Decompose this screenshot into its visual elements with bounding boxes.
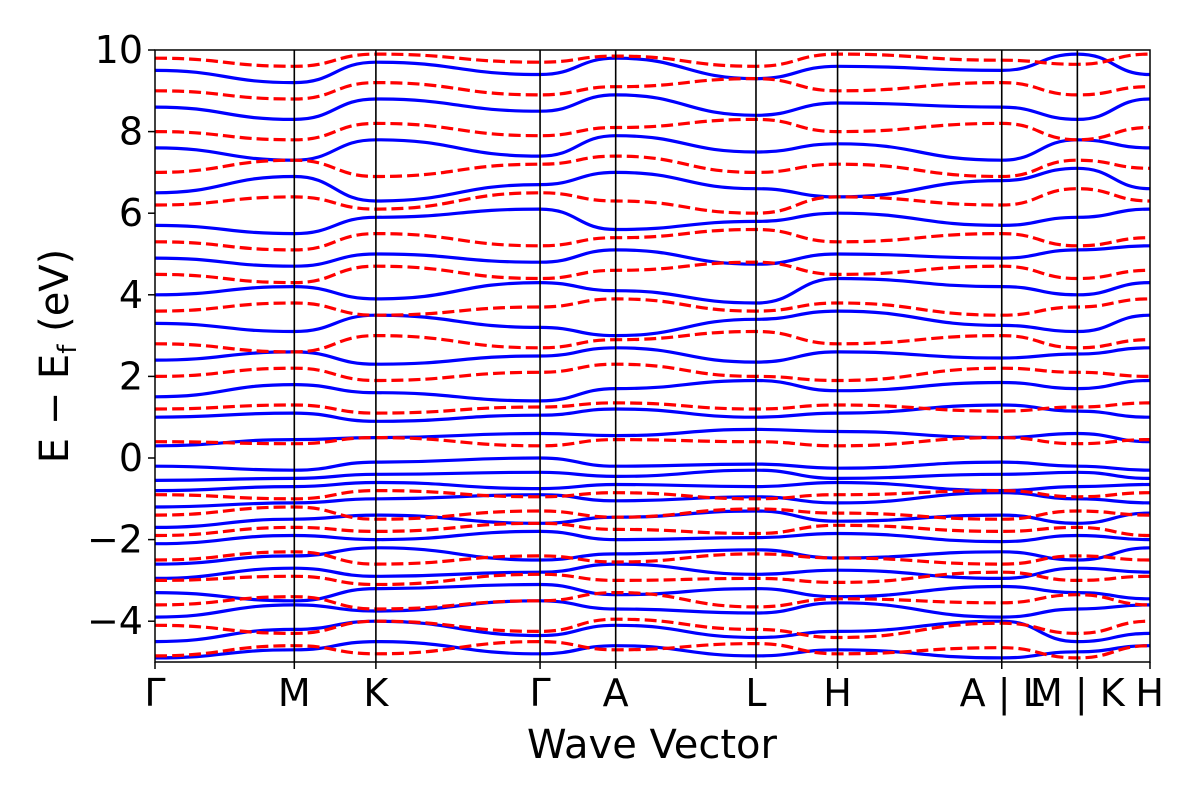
dashed-band-6 bbox=[155, 505, 1150, 521]
solid-band-18 bbox=[155, 244, 1150, 268]
solid-band-17 bbox=[155, 276, 1150, 305]
y-axis-title: E − Ef (eV) bbox=[32, 249, 83, 464]
x-tick-label: L bbox=[745, 671, 766, 715]
x-tick-label: Γ bbox=[529, 671, 550, 715]
x-tick-label: Γ bbox=[144, 671, 165, 715]
y-tick-label: 8 bbox=[119, 110, 143, 154]
solid-band-16 bbox=[155, 309, 1150, 338]
y-axis-title-main: E − E bbox=[32, 354, 78, 464]
y-axis-ticks: 10 8 6 4 2 0 −2 −4 bbox=[87, 28, 155, 643]
x-tick-label: M | K bbox=[1030, 671, 1126, 716]
solid-band-8 bbox=[155, 491, 1150, 509]
y-tick-label: 0 bbox=[119, 436, 143, 480]
dashed-band-4 bbox=[155, 550, 1150, 566]
plot-frame bbox=[154, 49, 1151, 663]
solid-band-2 bbox=[155, 599, 1150, 619]
solid-band-3 bbox=[155, 582, 1150, 603]
solid-band-15 bbox=[155, 346, 1150, 366]
dashed-band-11 bbox=[155, 329, 1150, 354]
solid-band-21 bbox=[155, 134, 1150, 162]
dashed-band-7 bbox=[155, 488, 1150, 501]
solid-band-14 bbox=[155, 378, 1150, 403]
kpoint-lines bbox=[293, 50, 1079, 662]
solid-band-19 bbox=[155, 207, 1150, 236]
y-tick-label: 2 bbox=[119, 354, 143, 398]
dashed-band-14 bbox=[155, 227, 1150, 252]
x-tick-label: H bbox=[1135, 671, 1164, 715]
solid-band-7 bbox=[155, 509, 1150, 529]
dashed-band-5 bbox=[155, 521, 1150, 538]
solid-band-11 bbox=[155, 456, 1150, 472]
y-tick-label: 10 bbox=[95, 28, 143, 72]
dashed-band-0 bbox=[155, 639, 1150, 660]
dashed-band-13 bbox=[155, 260, 1150, 285]
dashed-band-10 bbox=[155, 362, 1150, 383]
solid-band-10 bbox=[155, 468, 1150, 482]
dashed-band-3 bbox=[155, 570, 1150, 587]
solid-band-5 bbox=[155, 546, 1150, 566]
dashed-band-16 bbox=[155, 154, 1150, 179]
solid-band-23 bbox=[155, 52, 1150, 85]
dashed-band-2 bbox=[155, 590, 1150, 611]
y-tick-label: 6 bbox=[119, 191, 143, 235]
solid-band-22 bbox=[155, 93, 1150, 122]
x-tick-label: A | L bbox=[960, 671, 1044, 716]
dashed-band-17 bbox=[155, 117, 1150, 142]
solid-band-12 bbox=[155, 427, 1150, 448]
dashed-band-8 bbox=[155, 435, 1150, 448]
solid-band-9 bbox=[155, 480, 1150, 493]
x-tick-label: K bbox=[363, 671, 389, 715]
x-tick-label: A bbox=[603, 671, 629, 715]
solid-band-20 bbox=[155, 166, 1150, 203]
y-tick-label: −4 bbox=[87, 599, 143, 643]
y-tick-label: −2 bbox=[87, 518, 143, 562]
solid-band-6 bbox=[155, 529, 1150, 546]
y-axis-title-unit: (eV) bbox=[32, 249, 78, 345]
solid-band-13 bbox=[155, 403, 1150, 423]
dashed-band-15 bbox=[155, 187, 1150, 215]
x-axis-title: Wave Vector bbox=[527, 722, 778, 768]
dashed-band-1 bbox=[155, 617, 1150, 640]
dashed-band-19 bbox=[155, 52, 1150, 68]
y-axis-title-sub: f bbox=[53, 344, 83, 354]
x-tick-label: M bbox=[278, 671, 311, 715]
bands-layer bbox=[155, 52, 1150, 660]
dashed-band-18 bbox=[155, 76, 1150, 101]
solid-band-4 bbox=[155, 562, 1150, 581]
x-tick-label: H bbox=[823, 671, 852, 715]
dashed-band-9 bbox=[155, 401, 1150, 415]
y-tick-label: 4 bbox=[119, 273, 143, 317]
dashed-band-12 bbox=[155, 297, 1150, 317]
